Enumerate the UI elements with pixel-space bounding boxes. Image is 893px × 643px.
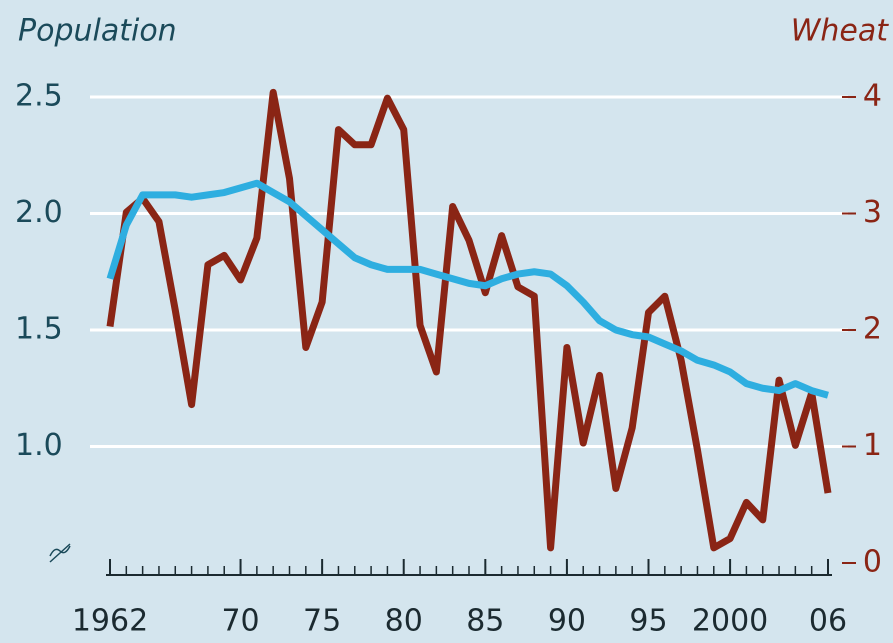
y-tick-label: 2.0 (15, 195, 63, 230)
line-series (106, 88, 832, 552)
x-tick-label: 1962 (72, 604, 148, 639)
x-tick-label: 90 (548, 604, 586, 639)
y-axis-title: Population (18, 14, 177, 49)
y-tick-label: 2.5 (15, 79, 63, 114)
x-tick-label: 06 (809, 604, 847, 639)
y-tick-label: 1.0 (15, 428, 63, 463)
x-tick-label: 70 (221, 604, 259, 639)
y2-tick-label: 4 (863, 79, 882, 114)
x-tick-label: 95 (629, 604, 667, 639)
y2-tick-label: 2 (863, 312, 882, 347)
y2-tick-label: 1 (863, 428, 882, 463)
line-series (106, 179, 829, 399)
y-tick-label: 1.5 (15, 312, 63, 347)
y2-tick-label: 3 (863, 195, 882, 230)
x-tick-label: 80 (385, 604, 423, 639)
x-tick-label: 85 (466, 604, 504, 639)
axis-break (49, 543, 71, 563)
y2-axis-title: Wheat (791, 14, 890, 49)
y2-tick-label: 0 (863, 545, 882, 580)
x-tick-label: 75 (303, 604, 341, 639)
x-tick-label: 2000 (692, 604, 768, 639)
